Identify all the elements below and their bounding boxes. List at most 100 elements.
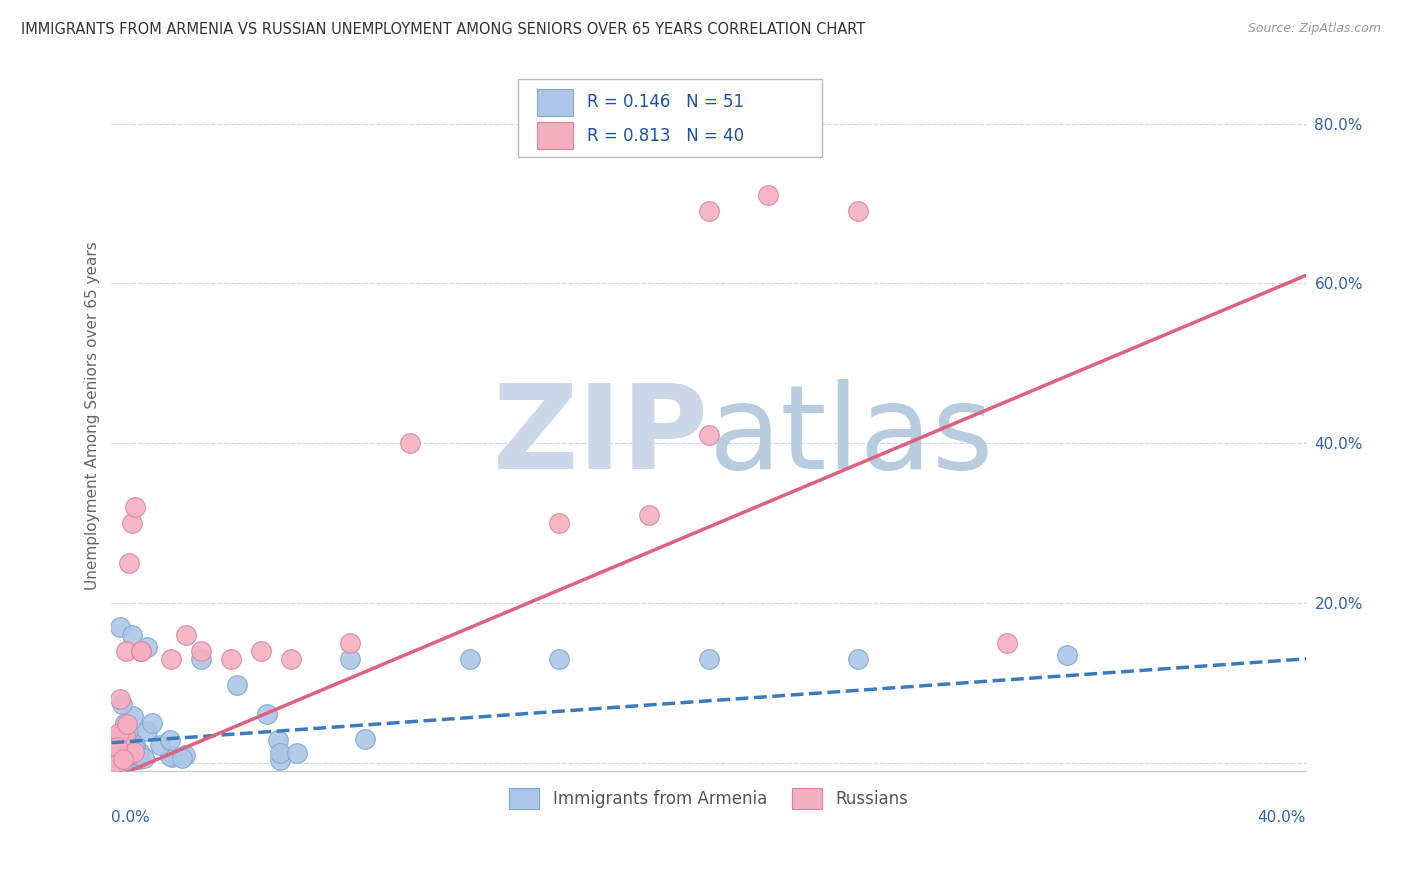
Point: [117, 744, 139, 758]
Point: [267, 733, 290, 747]
Point: [114, 732, 136, 747]
Point: [124, 740, 146, 755]
Point: [108, 726, 131, 740]
Point: [112, 723, 135, 737]
Point: [114, 749, 136, 764]
Point: [112, 752, 135, 766]
Text: 40.0%: 40.0%: [1258, 810, 1306, 825]
Point: [112, 734, 135, 748]
Point: [269, 746, 291, 760]
Point: [110, 691, 132, 706]
Legend: Immigrants from Armenia, Russians: Immigrants from Armenia, Russians: [503, 781, 915, 815]
Point: [758, 188, 780, 202]
Point: [114, 729, 136, 743]
Text: ZIP: ZIP: [492, 379, 709, 494]
Point: [134, 751, 156, 765]
Point: [103, 749, 125, 764]
Y-axis label: Unemployment Among Seniors over 65 years: Unemployment Among Seniors over 65 years: [86, 241, 100, 590]
Text: 0.0%: 0.0%: [111, 810, 150, 825]
Point: [846, 652, 869, 666]
Point: [354, 732, 377, 747]
Point: [101, 735, 124, 749]
Point: [141, 715, 163, 730]
Point: [226, 678, 249, 692]
Point: [103, 756, 125, 770]
Point: [125, 747, 148, 762]
Point: [548, 516, 571, 530]
Point: [136, 640, 159, 654]
Point: [269, 753, 291, 767]
Point: [115, 741, 138, 756]
Text: atlas: atlas: [709, 379, 994, 494]
Text: R = 0.146   N = 51: R = 0.146 N = 51: [586, 94, 744, 112]
Point: [122, 709, 145, 723]
Point: [129, 746, 152, 760]
Point: [172, 751, 194, 765]
Point: [190, 652, 212, 666]
Point: [697, 428, 720, 442]
Point: [114, 716, 136, 731]
Point: [107, 755, 129, 769]
Point: [127, 747, 149, 762]
Point: [846, 204, 869, 219]
Point: [118, 733, 141, 747]
Text: Source: ZipAtlas.com: Source: ZipAtlas.com: [1247, 22, 1381, 36]
Point: [159, 749, 181, 764]
Point: [127, 751, 149, 765]
Point: [101, 744, 124, 758]
Point: [190, 644, 212, 658]
Point: [256, 707, 278, 722]
Text: R = 0.813   N = 40: R = 0.813 N = 40: [586, 127, 744, 145]
Point: [118, 556, 141, 570]
Point: [121, 741, 143, 756]
Point: [249, 644, 271, 658]
Point: [638, 508, 661, 522]
Point: [995, 636, 1018, 650]
Point: [117, 724, 139, 739]
Point: [339, 636, 361, 650]
Point: [129, 644, 152, 658]
FancyBboxPatch shape: [537, 89, 572, 116]
Point: [399, 436, 422, 450]
Point: [129, 644, 152, 658]
Point: [121, 628, 143, 642]
Point: [159, 733, 181, 747]
Point: [129, 644, 152, 658]
Point: [121, 516, 143, 530]
Point: [111, 744, 134, 758]
Point: [117, 717, 139, 731]
Point: [1056, 648, 1078, 662]
Point: [548, 652, 571, 666]
Point: [122, 745, 145, 759]
Point: [219, 652, 242, 666]
Point: [160, 652, 183, 666]
Point: [110, 727, 132, 741]
Point: [149, 738, 172, 752]
FancyBboxPatch shape: [537, 122, 572, 149]
Point: [173, 748, 195, 763]
Point: [105, 739, 128, 754]
Point: [111, 697, 134, 711]
Point: [160, 750, 183, 764]
Point: [128, 752, 150, 766]
Point: [124, 500, 146, 514]
Point: [697, 652, 720, 666]
Point: [458, 652, 481, 666]
FancyBboxPatch shape: [517, 78, 823, 157]
Point: [115, 644, 138, 658]
Point: [124, 738, 146, 752]
Point: [120, 734, 142, 748]
Point: [174, 628, 197, 642]
Point: [108, 750, 131, 764]
Point: [339, 652, 361, 666]
Point: [136, 724, 159, 739]
Point: [280, 652, 302, 666]
Point: [110, 620, 132, 634]
Point: [697, 204, 720, 219]
Text: IMMIGRANTS FROM ARMENIA VS RUSSIAN UNEMPLOYMENT AMONG SENIORS OVER 65 YEARS CORR: IMMIGRANTS FROM ARMENIA VS RUSSIAN UNEMP…: [21, 22, 865, 37]
Point: [117, 754, 139, 768]
Point: [103, 750, 125, 764]
Point: [285, 746, 308, 760]
Point: [117, 748, 139, 763]
Point: [111, 746, 134, 760]
